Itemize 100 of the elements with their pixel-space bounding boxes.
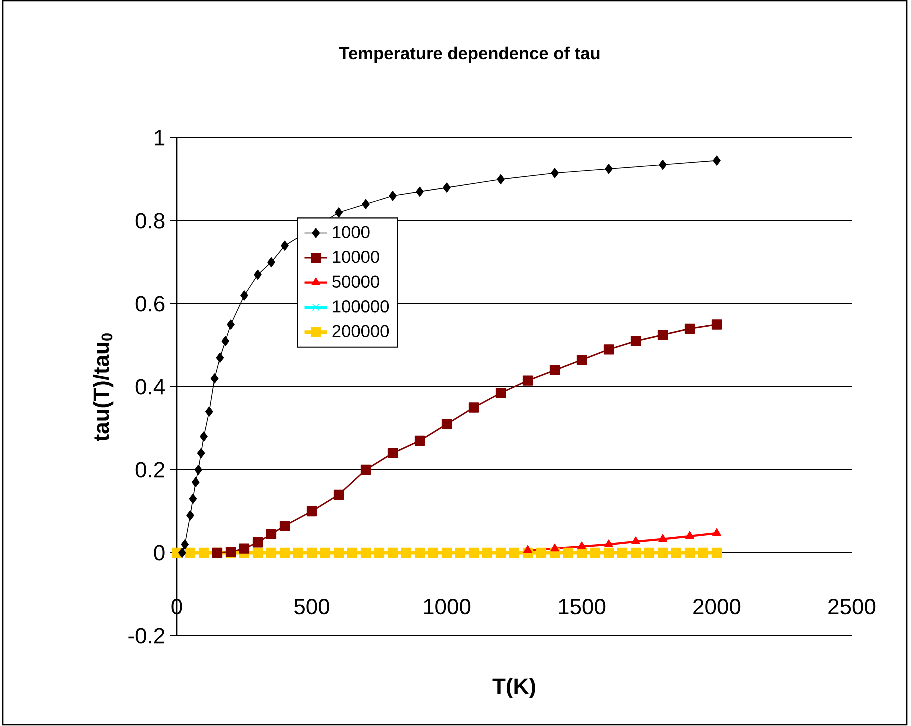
y-axis-title: tau(T)/tau$_{0}$ [93, 334, 114, 442]
point [712, 548, 722, 558]
legend-label: 50000 [332, 276, 380, 288]
point [222, 336, 230, 346]
point [712, 528, 722, 536]
point [632, 536, 640, 545]
point [281, 240, 289, 251]
legend-label: 100000 [333, 300, 390, 313]
point [604, 548, 614, 558]
x-tick-label: 2500 [828, 599, 876, 615]
point [194, 464, 203, 476]
point [252, 538, 264, 548]
point [416, 186, 424, 198]
point [713, 156, 721, 166]
point [563, 548, 574, 558]
point [684, 548, 696, 558]
point [206, 406, 214, 417]
point [442, 548, 452, 558]
y-tick-label: -0.2 [128, 628, 165, 644]
point [252, 548, 264, 558]
point [482, 548, 493, 558]
legend-label: 200000 [332, 325, 390, 338]
point [712, 320, 722, 330]
point [360, 464, 372, 476]
point [686, 531, 694, 540]
point [306, 506, 318, 517]
y-tick-label: 0.8 [136, 213, 165, 229]
point [266, 529, 277, 540]
point [509, 548, 520, 558]
point [443, 182, 451, 193]
point [306, 548, 318, 558]
point [185, 548, 196, 558]
point [659, 160, 667, 170]
point [293, 548, 304, 558]
point [181, 540, 189, 550]
point [550, 544, 560, 552]
point [254, 270, 262, 280]
point [414, 548, 426, 558]
x-tick-label: 500 [294, 599, 330, 615]
point [197, 448, 206, 458]
point [268, 257, 276, 268]
point [497, 174, 505, 185]
point [334, 490, 344, 500]
point [658, 534, 668, 542]
point [605, 164, 613, 174]
point [389, 191, 397, 202]
point [442, 419, 452, 430]
point [468, 402, 480, 413]
x-tick-label: 2000 [694, 599, 741, 615]
point [189, 494, 198, 504]
point [414, 436, 426, 446]
point [551, 168, 559, 178]
point [334, 548, 344, 558]
y-tick-label: 1 [155, 130, 165, 146]
point [468, 548, 480, 558]
point [280, 548, 290, 558]
point [576, 354, 588, 366]
point [210, 374, 219, 384]
point [522, 376, 534, 386]
point [698, 548, 709, 558]
legend-label: 10000 [333, 250, 380, 264]
y-tick-label: 0.2 [136, 462, 165, 478]
point [428, 548, 439, 558]
point [658, 548, 668, 558]
x-tick-label: 1000 [424, 599, 471, 615]
point [630, 548, 642, 558]
point [198, 548, 210, 558]
x-tick-label: 1500 [559, 599, 606, 615]
point [604, 540, 614, 548]
x-axis-title: T(K) [492, 678, 536, 699]
point [536, 548, 547, 558]
point [496, 388, 506, 398]
point [684, 324, 696, 334]
point [524, 545, 532, 554]
point [178, 548, 186, 558]
point [280, 520, 290, 532]
point [240, 290, 248, 301]
point [644, 548, 655, 558]
point [266, 548, 277, 558]
point [186, 510, 194, 521]
point [216, 352, 224, 364]
point [360, 548, 372, 558]
point [388, 448, 398, 458]
point [362, 199, 370, 210]
point [192, 477, 200, 488]
point [401, 548, 412, 558]
point [590, 548, 601, 558]
legend-label: 1000 [333, 226, 370, 238]
point [347, 548, 358, 558]
point [658, 330, 668, 340]
point [617, 548, 628, 558]
point [374, 548, 385, 558]
point [335, 208, 343, 218]
point [455, 548, 466, 558]
point [604, 344, 614, 355]
y-tick-label: 0 [154, 545, 165, 561]
chart-title: Temperature dependence of tau [339, 46, 600, 64]
y-tick-label: 0.4 [136, 379, 165, 395]
point [630, 336, 642, 346]
point [578, 542, 586, 550]
